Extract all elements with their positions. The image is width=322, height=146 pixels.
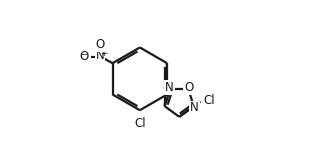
Text: N: N (96, 49, 105, 62)
Text: Cl: Cl (134, 117, 146, 130)
Text: +: + (100, 49, 108, 58)
Text: N: N (190, 101, 199, 114)
Text: N: N (165, 81, 174, 94)
Text: O: O (96, 38, 105, 51)
Text: O: O (79, 50, 89, 63)
Text: −: − (80, 49, 88, 58)
Text: O: O (185, 81, 194, 94)
Text: Cl: Cl (203, 94, 215, 107)
